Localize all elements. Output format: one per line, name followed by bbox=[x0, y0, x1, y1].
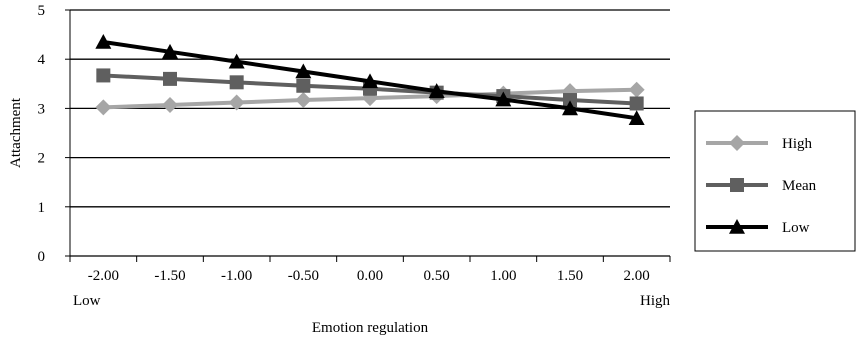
x-tick-label: -2.00 bbox=[88, 268, 119, 284]
legend-item-mean: Mean bbox=[706, 178, 817, 194]
legend-label-high: High bbox=[782, 136, 813, 152]
data-point-mean bbox=[163, 71, 177, 86]
data-point-high bbox=[162, 96, 178, 113]
y-tick-labels: 0 1 2 3 4 5 bbox=[38, 3, 46, 265]
x-tick-label: 1.00 bbox=[490, 268, 516, 284]
axes bbox=[65, 9, 671, 262]
legend-label-low: Low bbox=[782, 220, 810, 236]
x-tick-label: 0.00 bbox=[357, 268, 383, 284]
series-low bbox=[95, 33, 645, 126]
data-point-high bbox=[628, 81, 645, 98]
data-point-mean bbox=[629, 96, 644, 111]
y-tick-label: 2 bbox=[38, 151, 46, 167]
y-tick-label: 4 bbox=[38, 52, 46, 68]
data-point-low bbox=[495, 91, 512, 107]
legend-item-low: Low bbox=[706, 219, 810, 236]
data-point-low bbox=[362, 73, 378, 89]
y-tick-label: 1 bbox=[38, 200, 46, 216]
data-point-low bbox=[562, 100, 578, 116]
data-point-high bbox=[95, 99, 112, 116]
legend-marker-low bbox=[729, 219, 745, 234]
y-tick-label: 5 bbox=[38, 3, 46, 19]
legend-label-mean: Mean bbox=[782, 178, 817, 194]
x-axis-label: Emotion regulation bbox=[312, 320, 429, 336]
x-tick-label: 2.00 bbox=[624, 268, 650, 284]
data-point-low bbox=[95, 33, 112, 49]
data-point-mean bbox=[296, 78, 311, 93]
series-group bbox=[95, 33, 645, 126]
data-point-low bbox=[628, 110, 645, 126]
data-point-low bbox=[295, 63, 312, 79]
data-point-low bbox=[162, 43, 178, 59]
data-point-mean bbox=[229, 75, 244, 90]
legend-marker-high bbox=[729, 135, 745, 151]
x-tick-label: -0.50 bbox=[288, 268, 319, 284]
x-high-label: High bbox=[640, 293, 671, 309]
legend: High Mean Low bbox=[694, 110, 856, 252]
legend-item-high: High bbox=[706, 135, 813, 152]
x-low-label: Low bbox=[73, 293, 101, 309]
x-tick-labels: -2.00 -1.50 -1.00 -0.50 0.00 0.50 1.00 1.50 2.00 bbox=[88, 268, 650, 284]
data-point-mean bbox=[96, 68, 111, 83]
data-point-low bbox=[428, 83, 445, 98]
data-point-low bbox=[228, 53, 245, 69]
series-high bbox=[95, 81, 645, 116]
x-tick-label: -1.50 bbox=[154, 268, 185, 284]
x-tick-label: 0.50 bbox=[424, 268, 450, 284]
data-point-high bbox=[228, 94, 245, 111]
legend-marker-mean bbox=[730, 178, 744, 192]
x-tick-label: 1.50 bbox=[557, 268, 583, 284]
data-point-mean bbox=[563, 93, 577, 108]
y-axis-label: Attachment bbox=[8, 97, 24, 168]
data-point-high bbox=[295, 92, 312, 109]
x-tick-label: -1.00 bbox=[221, 268, 252, 284]
y-tick-label: 3 bbox=[38, 101, 46, 117]
y-tick-label: 0 bbox=[38, 249, 46, 265]
legend-box bbox=[694, 110, 856, 252]
